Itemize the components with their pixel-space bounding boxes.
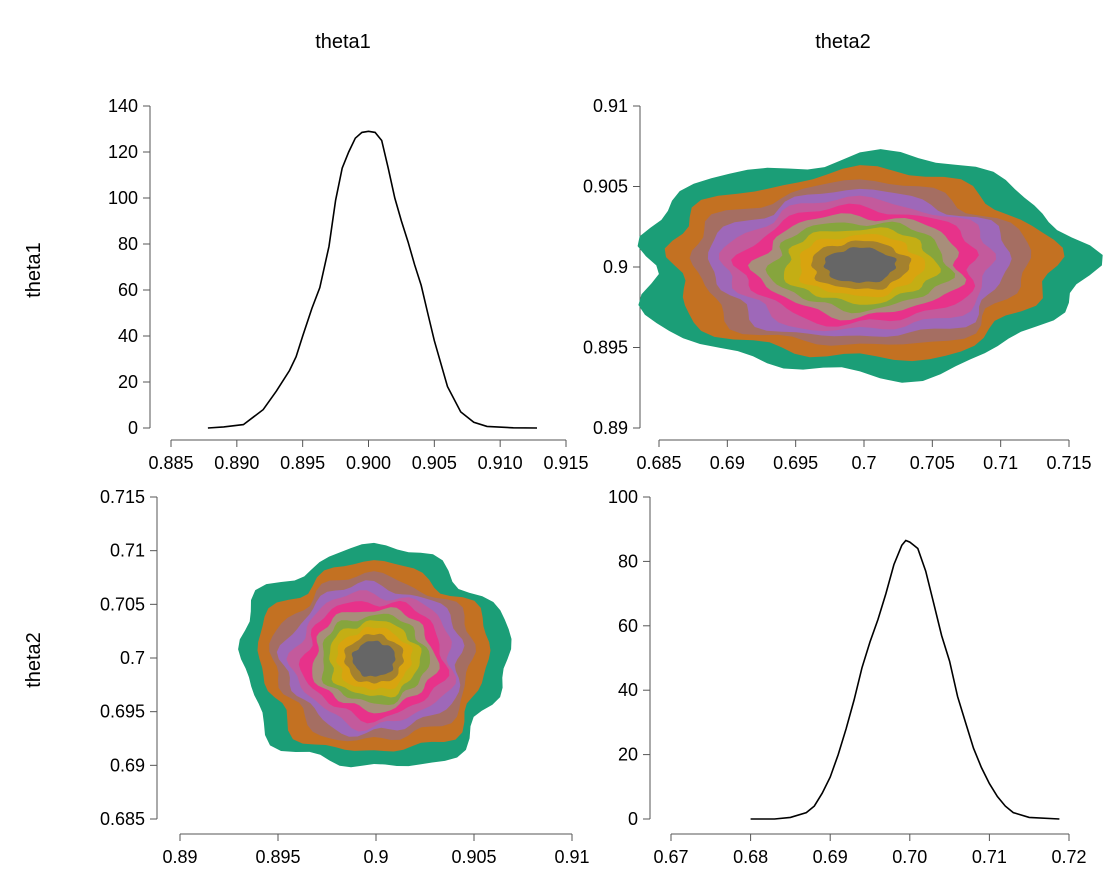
panel-group: 0.885 0.890 0.895 0.900 0.905 0.910 0.91502040…	[100, 96, 1103, 867]
x-tick-label: 0.71	[983, 453, 1018, 473]
x-tick-label: 0.910	[478, 453, 523, 473]
y-tick-label: 40	[618, 680, 638, 700]
x-tick-label: 0.71	[972, 847, 1007, 867]
x-tick-label: 0.91	[554, 847, 589, 867]
x-tick-label: 0.885	[148, 453, 193, 473]
y-tick-label: 40	[118, 326, 138, 346]
y-tick-label: 0.695	[100, 702, 145, 722]
y-tick-label: 80	[118, 234, 138, 254]
contour-level-12	[351, 640, 396, 677]
y-tick-label: 80	[618, 551, 638, 571]
row-title-theta1: theta1	[23, 242, 45, 298]
density-curve	[750, 539, 1060, 820]
panel-density-theta2: 0.67 0.68 0.69 0.70 0.71 0.72 0 20 40 60 80 100	[608, 487, 1087, 867]
column-title-theta1: theta1	[315, 31, 371, 53]
y-tick-label: 0.7	[120, 648, 145, 668]
y-tick-label: 20	[618, 745, 638, 765]
x-tick-label: 0.72	[1051, 847, 1086, 867]
y-tick-label: 20	[118, 372, 138, 392]
density-curve	[207, 130, 538, 429]
x-tick-label: 0.7	[851, 453, 876, 473]
x-tick-label: 0.895	[280, 453, 325, 473]
y-tick-label: 120	[108, 142, 138, 162]
y-tick-label: 140	[108, 96, 138, 116]
y-tick-label: 0.71	[110, 541, 145, 561]
y-tick-label: 60	[118, 280, 138, 300]
x-tick-label: 0.69	[813, 847, 848, 867]
x-tick-label: 0.895	[255, 847, 300, 867]
y-tick-label: 0.685	[100, 809, 145, 829]
y-tick-label: 0.91	[593, 96, 628, 116]
x-tick-label: 0.715	[1046, 453, 1091, 473]
x-tick-label: 0.705	[910, 453, 955, 473]
y-tick-label: 0	[628, 809, 638, 829]
panel-contour-theta1-vs-theta2: 0.89 0.895 0.9 0.905 0.91 0.685 0.69 0.695 0.7 0.…	[100, 487, 590, 867]
x-tick-label: 0.900	[346, 453, 391, 473]
x-tick-label: 0.70	[892, 847, 927, 867]
x-tick-label: 0.915	[543, 453, 588, 473]
y-tick-label: 0.705	[100, 594, 145, 614]
y-tick-label: 0	[128, 418, 138, 438]
y-tick-label: 0.9	[603, 257, 628, 277]
y-tick-label: 0.895	[583, 338, 628, 358]
panel-density-theta1: 0.885 0.890 0.895 0.900 0.905 0.910 0.915 0 20 40…	[108, 96, 589, 473]
y-tick-label: 0.69	[110, 755, 145, 775]
y-tick-label: 0.905	[583, 177, 628, 197]
y-tick-label: 0.715	[100, 487, 145, 507]
column-title-theta2: theta2	[815, 31, 871, 53]
x-tick-label: 0.905	[412, 453, 457, 473]
contour-level-12	[823, 247, 897, 283]
x-tick-label: 0.68	[733, 847, 768, 867]
y-tick-label: 60	[618, 616, 638, 636]
x-tick-label: 0.890	[214, 453, 259, 473]
x-tick-label: 0.89	[162, 847, 197, 867]
x-tick-label: 0.685	[636, 453, 681, 473]
x-tick-label: 0.905	[451, 847, 496, 867]
x-tick-label: 0.695	[773, 453, 818, 473]
x-tick-label: 0.69	[710, 453, 745, 473]
panel-contour-theta2-vs-theta1: 0.685 0.69 0.695 0.7 0.705 0.71 0.715 0.89 0.895…	[583, 96, 1103, 473]
x-tick-label: 0.9	[363, 847, 388, 867]
row-title-theta2: theta2	[23, 632, 45, 688]
y-tick-label: 0.89	[593, 418, 628, 438]
x-tick-label: 0.67	[653, 847, 688, 867]
y-tick-label: 100	[608, 487, 638, 507]
y-tick-label: 100	[108, 188, 138, 208]
